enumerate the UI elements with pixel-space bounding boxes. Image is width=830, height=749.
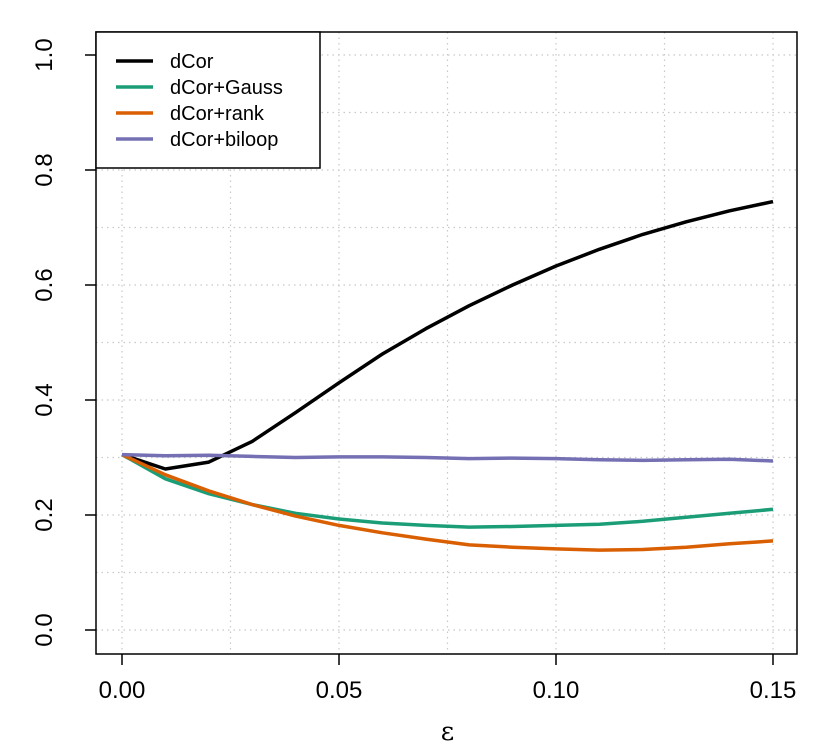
legend-label: dCor+Gauss [170, 77, 283, 99]
y-tick-label: 0.2 [31, 498, 58, 531]
y-tick-label: 0.0 [31, 613, 58, 646]
legend-label: dCor [170, 51, 214, 73]
y-tick-label: 0.6 [31, 268, 58, 301]
legend-box [95, 31, 321, 169]
series-line-dcor-rank [121, 453, 774, 552]
x-axis-title: ε [441, 717, 454, 747]
y-tick-label: 0.8 [31, 153, 58, 186]
series-lines [121, 199, 774, 552]
y-axis: 0.0 0.2 0.4 0.6 0.8 1.0 [31, 38, 96, 647]
legend: dCor dCor+Gauss dCor+rank dCor+biloop [95, 31, 321, 169]
legend-label: dCor+rank [170, 103, 265, 125]
series-line-dcor [121, 199, 774, 471]
x-tick-label: 0.05 [316, 677, 363, 704]
y-tick-label: 1.0 [31, 38, 58, 71]
x-tick-label: 0.15 [750, 677, 797, 704]
x-tick-label: 0.00 [99, 677, 146, 704]
x-tick-label: 0.10 [533, 677, 580, 704]
series-line-dcor-biloop [121, 452, 774, 463]
legend-label: dCor+biloop [170, 129, 278, 151]
x-axis: 0.00 0.05 0.10 0.15 [99, 654, 797, 704]
plot-frame [95, 31, 798, 655]
y-tick-label: 0.4 [31, 383, 58, 416]
